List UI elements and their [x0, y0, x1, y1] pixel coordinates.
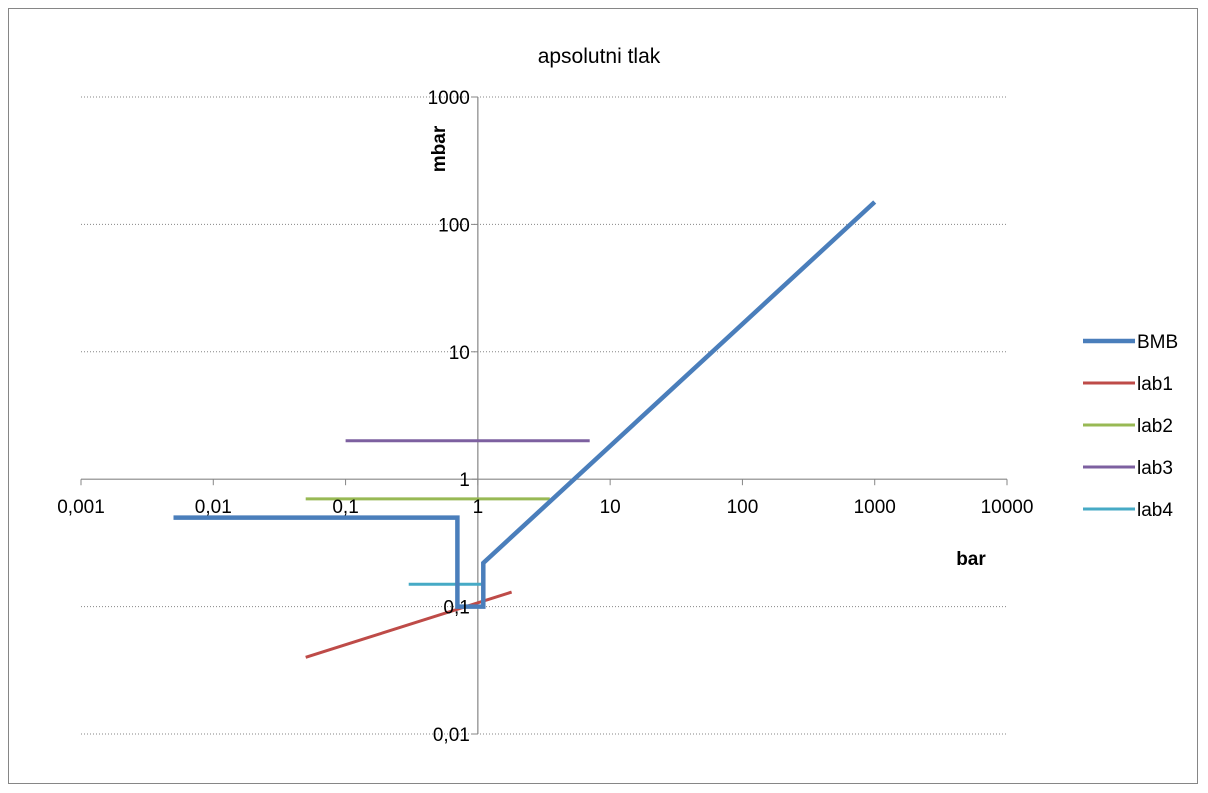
legend-label-lab1: lab1	[1137, 374, 1173, 395]
tick-layer: 0,001 0,01 0,1 1 10 100 1000 10000 0,01 0,1 1 10 100…	[57, 88, 1033, 746]
x-tick-label-0: 0,001	[57, 497, 105, 518]
x-tick-label-5: 100	[727, 497, 759, 518]
series-layer	[173, 200, 877, 659]
grid-layer	[81, 96, 1007, 735]
series-line-lab1	[305, 590, 513, 659]
y-axis-title: mbar	[429, 125, 450, 172]
x-tick-label-6: 1000	[854, 497, 896, 518]
chart-svg: 0,001 0,01 0,1 1 10 100 1000 10000 0,01 0,1 1 10 100…	[57, 45, 1178, 746]
y-tick-label-2: 1	[459, 470, 470, 491]
y-tick-label-3: 10	[449, 343, 470, 364]
x-tick-label-1: 0,01	[195, 497, 232, 518]
x-tick-label-7: 10000	[981, 497, 1034, 518]
x-tick-label-3: 1	[473, 497, 484, 518]
x-axis-title: bar	[956, 549, 986, 570]
y-tick-label-4: 100	[438, 215, 470, 236]
y-tick-label-0: 0,01	[433, 725, 470, 746]
legend-label-BMB: BMB	[1137, 332, 1178, 353]
series-line-BMB	[173, 200, 877, 609]
y-tick-label-1: 0,1	[443, 598, 469, 619]
legend: BMB lab1 lab2 lab3 lab4	[1083, 332, 1178, 521]
x-tick-label-2: 0,1	[332, 497, 358, 518]
legend-label-lab4: lab4	[1137, 500, 1173, 521]
x-tick-label-4: 10	[600, 497, 621, 518]
y-tick-label-5: 1000	[428, 88, 470, 109]
chart-frame: 0,001 0,01 0,1 1 10 100 1000 10000 0,01 0,1 1 10 100…	[8, 8, 1198, 784]
axis-layer	[80, 96, 1008, 735]
legend-label-lab2: lab2	[1137, 416, 1173, 437]
legend-label-lab3: lab3	[1137, 458, 1173, 479]
chart-title: apsolutni tlak	[538, 45, 661, 68]
